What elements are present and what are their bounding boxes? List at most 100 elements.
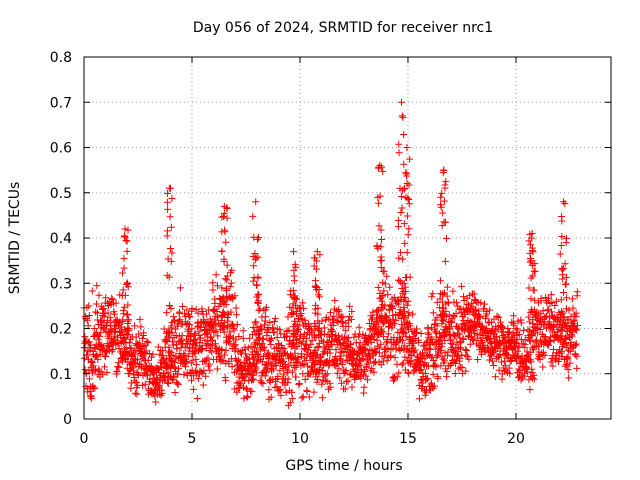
data-point xyxy=(284,313,292,321)
data-point xyxy=(121,232,129,240)
data-point xyxy=(556,250,564,258)
data-point xyxy=(428,293,436,301)
data-point xyxy=(373,329,381,337)
data-point xyxy=(339,358,347,366)
data-point xyxy=(290,266,298,274)
data-point xyxy=(452,356,460,364)
data-point xyxy=(243,386,251,394)
data-point xyxy=(498,323,506,331)
data-point xyxy=(93,309,101,317)
data-point xyxy=(318,380,326,388)
data-point xyxy=(573,352,581,360)
data-point xyxy=(545,337,553,345)
data-point xyxy=(397,192,405,200)
data-point xyxy=(515,330,523,338)
data-point xyxy=(395,254,403,262)
data-point xyxy=(99,305,107,313)
data-point xyxy=(378,293,386,301)
data-point xyxy=(202,372,210,380)
data-point xyxy=(446,325,454,333)
data-point xyxy=(163,309,171,317)
data-point xyxy=(325,345,333,353)
data-point xyxy=(311,277,319,285)
data-point xyxy=(348,307,356,315)
data-point xyxy=(512,357,520,365)
data-point xyxy=(181,343,189,351)
data-point xyxy=(415,338,423,346)
data-point xyxy=(121,225,129,233)
data-point xyxy=(96,350,104,358)
data-point xyxy=(183,372,191,380)
data-point xyxy=(298,360,306,368)
data-point xyxy=(246,334,254,342)
data-point xyxy=(166,302,174,310)
data-point xyxy=(178,332,186,340)
data-point xyxy=(211,316,219,324)
data-point xyxy=(505,328,513,336)
data-point xyxy=(568,344,576,352)
data-point xyxy=(96,332,104,340)
data-point xyxy=(125,325,133,333)
data-point xyxy=(333,369,341,377)
data-point xyxy=(123,247,131,255)
data-point xyxy=(292,327,300,335)
data-point xyxy=(148,353,156,361)
data-point xyxy=(390,334,398,342)
data-point xyxy=(344,317,352,325)
chart-title: Day 056 of 2024, SRMTID for receiver nrc… xyxy=(193,20,493,36)
data-point xyxy=(565,374,573,382)
data-point xyxy=(292,359,300,367)
data-point xyxy=(299,393,307,401)
data-point xyxy=(341,385,349,393)
data-point xyxy=(132,359,140,367)
data-point xyxy=(114,363,122,371)
data-point xyxy=(204,354,212,362)
data-point xyxy=(173,380,181,388)
data-point xyxy=(240,394,248,402)
data-point xyxy=(154,343,162,351)
data-point xyxy=(525,313,533,321)
data-point xyxy=(383,272,391,280)
data-point xyxy=(441,218,449,226)
data-point xyxy=(321,330,329,338)
data-point xyxy=(558,266,566,274)
data-point xyxy=(300,304,308,312)
data-point xyxy=(95,367,103,375)
data-point xyxy=(235,384,243,392)
data-point xyxy=(212,271,220,279)
data-point xyxy=(547,291,555,299)
data-point xyxy=(406,273,414,281)
data-point xyxy=(451,370,459,378)
data-point xyxy=(392,345,400,353)
data-point xyxy=(278,352,286,360)
data-point xyxy=(409,310,417,318)
data-point xyxy=(499,328,507,336)
data-point xyxy=(270,328,278,336)
data-point xyxy=(131,377,139,385)
data-point xyxy=(562,239,570,247)
data-point xyxy=(490,349,498,357)
data-point xyxy=(377,361,385,369)
data-point xyxy=(143,337,151,345)
data-point xyxy=(530,286,538,294)
data-point xyxy=(515,365,523,373)
data-point xyxy=(404,344,412,352)
data-point xyxy=(86,375,94,383)
data-point xyxy=(527,358,535,366)
data-point xyxy=(438,343,446,351)
data-point xyxy=(326,349,334,357)
data-point xyxy=(401,239,409,247)
data-point xyxy=(257,378,265,386)
data-point xyxy=(547,308,555,316)
data-point xyxy=(140,343,148,351)
data-point xyxy=(574,322,582,330)
data-point xyxy=(453,329,461,337)
data-point xyxy=(537,294,545,302)
data-point xyxy=(432,363,440,371)
data-point xyxy=(92,352,100,360)
data-point xyxy=(398,112,406,120)
data-point xyxy=(395,369,403,377)
data-point xyxy=(275,387,283,395)
data-point xyxy=(526,386,534,394)
